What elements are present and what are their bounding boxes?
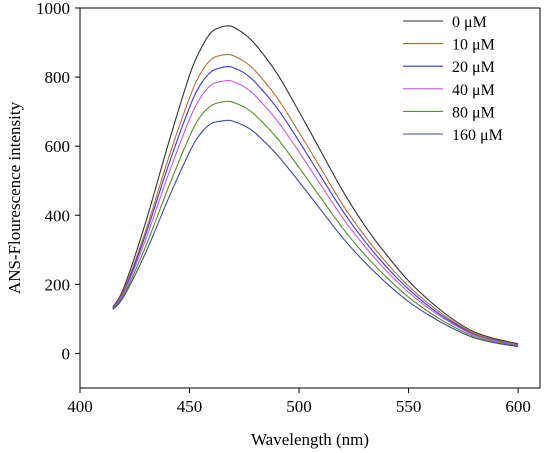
legend-label-1: 10 μM [452,37,495,54]
series-line-0 [112,25,519,345]
legend-label-5: 160 μM [452,127,503,144]
y-tick-label: 400 [45,206,71,225]
y-tick-label: 200 [45,275,71,294]
legend-label-0: 0 μM [452,14,487,31]
series-line-5 [112,119,519,348]
series-line-1 [112,53,519,346]
x-tick-label: 550 [396,397,422,416]
axes: 400 450 500 550 600 0 200 400 600 800 1000 [36,0,541,416]
y-tick-label: 600 [45,137,71,156]
legend-label-2: 20 μM [452,59,495,76]
x-axis-title: Wavelength (nm) [251,430,369,449]
legend-label-3: 40 μM [452,82,495,99]
x-tick-label: 450 [177,397,203,416]
y-axis-title: ANS-Flourescence intensity [5,101,24,294]
legend-label-4: 80 μM [452,104,495,121]
legend: 0 μM 10 μM 20 μM 40 μM 80 μM 160 μM [403,14,503,144]
x-tick-label: 500 [286,397,312,416]
plot-frame [79,7,541,389]
series-layer [112,25,519,348]
y-tick-label: 1000 [36,0,70,18]
y-tick-label: 800 [45,68,71,87]
series-line-3 [112,79,519,346]
series-line-2 [112,66,519,346]
x-tick-label: 600 [505,397,531,416]
series-line-4 [112,100,519,347]
y-tick-label: 0 [62,344,71,363]
x-tick-label: 400 [67,397,93,416]
